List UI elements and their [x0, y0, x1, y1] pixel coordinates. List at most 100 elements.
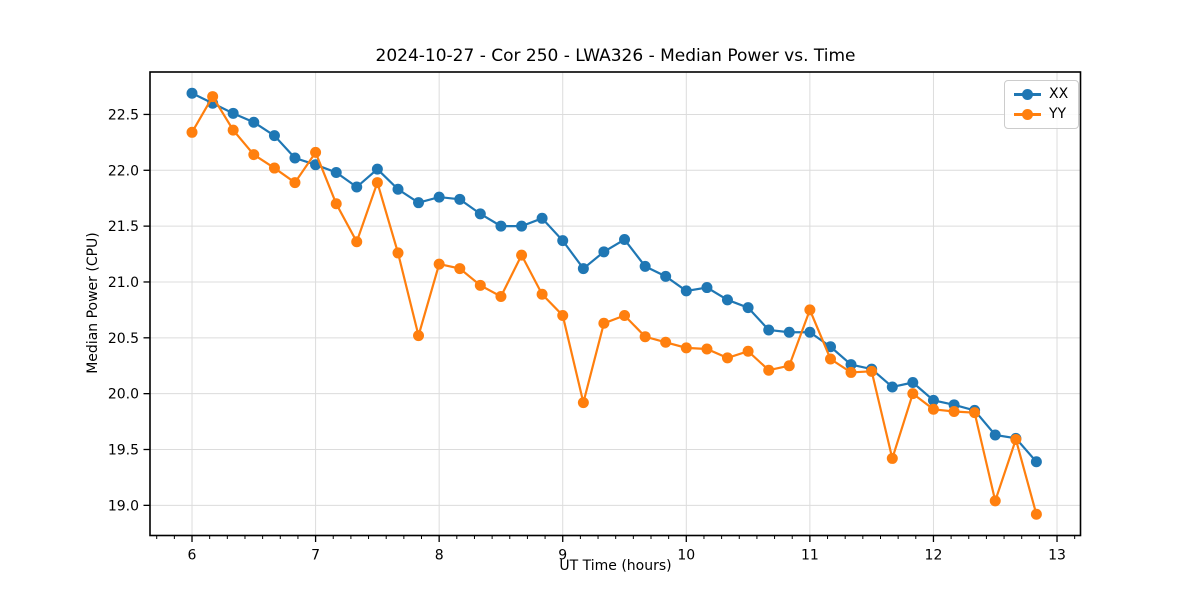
data-point-yy: [577, 397, 589, 409]
data-point-yy: [351, 236, 363, 248]
data-point-yy: [825, 353, 837, 365]
data-point-yy: [248, 149, 260, 161]
data-point-xx: [474, 208, 486, 220]
data-point-yy: [619, 309, 631, 321]
data-point-yy: [783, 360, 795, 372]
data-point-xx: [433, 191, 445, 203]
data-point-yy: [227, 124, 239, 136]
y-tick-label: 20.5: [108, 331, 139, 347]
data-point-xx: [536, 212, 548, 224]
data-point-yy: [701, 343, 713, 355]
data-point-yy: [660, 336, 672, 348]
data-point-yy: [268, 162, 280, 174]
x-tick-label: 9: [558, 548, 567, 564]
data-point-xx: [371, 163, 383, 175]
data-point-xx: [516, 220, 528, 232]
data-point-xx: [392, 183, 404, 195]
data-point-yy: [804, 304, 816, 316]
legend-item-xx: XX: [1014, 87, 1068, 102]
plot-border: [149, 71, 1082, 537]
x-tick-label: 7: [311, 548, 320, 564]
data-point-yy: [1030, 508, 1042, 520]
data-point-yy: [845, 366, 857, 378]
data-point-yy: [330, 198, 342, 210]
data-point-xx: [330, 167, 342, 179]
data-point-xx: [577, 263, 589, 275]
data-point-xx: [1030, 456, 1042, 468]
legend-line-marker-xx: [1014, 88, 1041, 100]
legend: XX YY: [1004, 80, 1080, 129]
data-point-yy: [1010, 433, 1022, 445]
data-point-yy: [989, 495, 1001, 507]
data-point-xx: [680, 285, 692, 297]
data-point-yy: [763, 364, 775, 376]
data-point-xx: [989, 429, 1001, 441]
y-tick-label: 19.0: [108, 498, 139, 514]
data-point-yy: [207, 91, 219, 103]
data-point-xx: [227, 107, 239, 119]
data-point-xx: [804, 326, 816, 338]
data-point-yy: [454, 263, 466, 275]
data-point-yy: [186, 126, 198, 138]
data-point-yy: [474, 279, 486, 291]
data-point-yy: [536, 288, 548, 300]
data-point-xx: [763, 324, 775, 336]
y-tick-label: 21.0: [108, 275, 139, 291]
data-point-xx: [845, 359, 857, 371]
data-point-xx: [186, 87, 198, 99]
data-point-yy: [598, 317, 610, 329]
series-line-yy: [191, 94, 1038, 515]
y-axis-label: Median Power (CPU): [85, 232, 101, 374]
data-point-xx: [721, 294, 733, 306]
y-tick-label: 22.0: [108, 163, 139, 179]
y-tick-label: 22.5: [108, 107, 139, 123]
data-point-yy: [392, 247, 404, 259]
data-point-yy: [413, 330, 425, 342]
x-tick-label: 11: [801, 548, 819, 564]
data-point-yy: [516, 249, 528, 261]
data-point-yy: [557, 309, 569, 321]
legend-dot-icon: [1022, 88, 1033, 100]
data-point-xx: [927, 394, 939, 406]
data-point-yy: [310, 146, 322, 158]
data-point-yy: [969, 407, 981, 419]
data-point-xx: [886, 381, 898, 393]
legend-item-yy: YY: [1014, 107, 1068, 122]
data-point-yy: [721, 352, 733, 364]
x-tick-label: 10: [677, 548, 695, 564]
x-tick-label: 8: [435, 548, 444, 564]
data-point-xx: [248, 116, 260, 128]
data-point-yy: [680, 342, 692, 354]
data-point-xx: [639, 260, 651, 272]
data-point-xx: [660, 270, 672, 282]
data-point-yy: [907, 388, 919, 400]
data-point-xx: [783, 326, 795, 338]
data-point-xx: [907, 376, 919, 388]
legend-line-marker-yy: [1014, 108, 1041, 120]
data-point-xx: [454, 193, 466, 205]
data-point-xx: [495, 220, 507, 232]
data-point-xx: [268, 130, 280, 142]
data-point-xx: [598, 246, 610, 258]
data-point-xx: [825, 341, 837, 353]
data-point-yy: [371, 177, 383, 189]
data-point-yy: [866, 365, 878, 377]
y-tick-label: 20.0: [108, 387, 139, 403]
legend-dot-icon: [1022, 108, 1033, 120]
data-point-xx: [351, 181, 363, 193]
data-point-yy: [639, 331, 651, 343]
data-point-xx: [557, 235, 569, 247]
x-axis-label: UT Time (hours): [559, 558, 672, 574]
data-point-yy: [289, 177, 301, 189]
data-point-yy: [927, 403, 939, 415]
data-point-xx: [701, 282, 713, 294]
y-tick-label: 19.5: [108, 443, 139, 459]
x-tick-label: 12: [925, 548, 943, 564]
data-point-yy: [495, 290, 507, 302]
data-point-yy: [886, 452, 898, 464]
data-point-xx: [413, 197, 425, 209]
chart-title: 2024-10-27 - Cor 250 - LWA326 - Median P…: [375, 46, 856, 66]
data-point-xx: [619, 234, 631, 246]
